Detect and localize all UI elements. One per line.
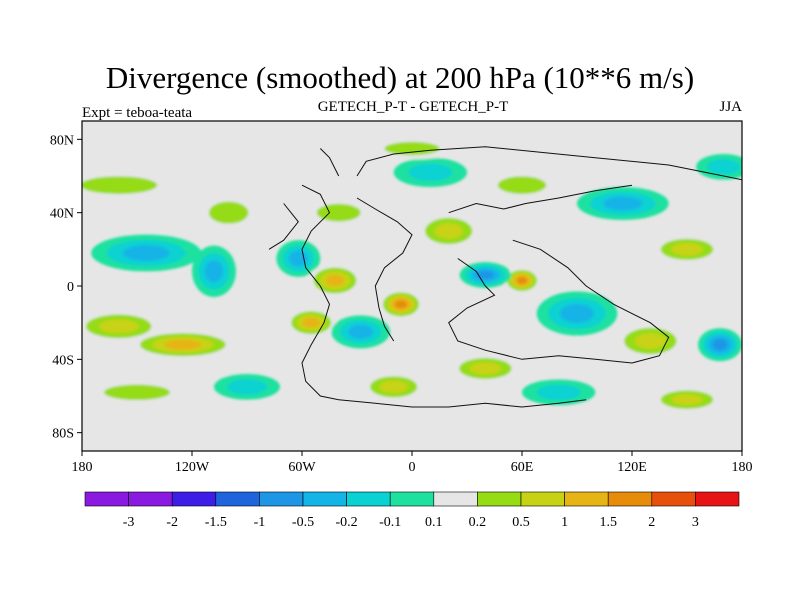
colorbar-swatch-7 xyxy=(389,491,435,507)
field-contour-1-2 xyxy=(122,245,170,261)
field-contour-15-3 xyxy=(476,270,494,280)
colorbar-swatch-9 xyxy=(477,491,522,507)
colorbar-label-13: 3 xyxy=(692,515,699,530)
colorbar-label-5: -0.2 xyxy=(336,515,358,530)
colorbar: -3 -2 -1.5 -1 -0.5 -0.2 -0.1 0.1 0.2 0.5 1 1.5 2 3 xyxy=(84,491,740,530)
colorbar-label-7: 0.1 xyxy=(425,515,443,530)
x-tick-label-5: 120E xyxy=(617,460,647,475)
y-tick-label-0: 80N xyxy=(50,133,74,148)
field-contour-3-3 xyxy=(164,339,202,350)
x-tick-label-2: 60W xyxy=(288,460,316,475)
field-contour-29-1 xyxy=(384,141,440,156)
divergence-field xyxy=(82,137,742,413)
colorbar-label-11: 1.5 xyxy=(599,515,617,530)
colorbar-label-2: -1.5 xyxy=(205,515,227,530)
field-contour-11-4 xyxy=(395,300,407,309)
colorbar-label-12: 2 xyxy=(648,515,655,530)
colorbar-label-1: -2 xyxy=(166,515,178,530)
y-tick-label-3: 40S xyxy=(52,353,74,368)
field-contour-21-1 xyxy=(408,163,453,182)
coastlines xyxy=(268,146,742,408)
field-contour-13-2 xyxy=(434,223,463,239)
colorbar-swatch-6 xyxy=(346,491,391,507)
field-contour-19-2 xyxy=(603,196,643,211)
field-contour-26-1 xyxy=(227,379,267,395)
coastline-6 xyxy=(448,184,633,214)
y-axis: 80N 40N 0 40S 80S xyxy=(50,133,82,442)
chart-title: Divergence (smoothed) at 200 hPa (10**6 … xyxy=(105,60,695,95)
field-contour-5-2 xyxy=(204,260,224,283)
colorbar-swatch-13 xyxy=(651,491,696,507)
season-label: JJA xyxy=(719,99,742,115)
colorbar-swatch-3 xyxy=(215,491,260,507)
y-tick-label-1: 40N xyxy=(50,207,74,222)
x-axis: 180 120W 60W 0 60E 120E 180 xyxy=(72,451,753,475)
field-contour-28-1 xyxy=(707,159,741,175)
field-contour-17-2 xyxy=(634,333,667,349)
colorbar-swatch-12 xyxy=(607,491,653,507)
experiment-label: Expt = teboa-teata xyxy=(82,105,193,121)
field-contour-24-1 xyxy=(536,384,581,401)
colorbar-label-6: -0.1 xyxy=(379,515,401,530)
field-contour-20-2 xyxy=(671,243,703,256)
colorbar-swatch-8 xyxy=(433,491,478,507)
x-tick-label-6: 180 xyxy=(732,460,753,475)
field-contour-14-4 xyxy=(517,277,527,284)
field-contour-16-2 xyxy=(559,304,595,323)
field-contour-2-2 xyxy=(99,319,139,334)
x-tick-label-0: 180 xyxy=(72,460,93,475)
colorbar-label-0: -3 xyxy=(123,515,135,530)
field-contour-25-2 xyxy=(671,394,703,406)
field-contour-23-2 xyxy=(469,362,502,375)
field-contour-8-3 xyxy=(325,275,345,286)
field-contour-0-1 xyxy=(82,176,158,194)
colorbar-label-10: 1 xyxy=(561,515,568,530)
coastline-2 xyxy=(356,197,413,342)
y-tick-label-2: 0 xyxy=(67,280,74,295)
colorbar-swatch-4 xyxy=(259,491,304,507)
coastline-5 xyxy=(268,203,299,250)
field-contour-10-2 xyxy=(348,324,374,339)
coastline-0 xyxy=(356,146,742,181)
x-tick-label-4: 60E xyxy=(511,460,534,475)
colorbar-swatch-5 xyxy=(302,491,347,507)
colorbar-label-3: -1 xyxy=(254,515,266,530)
field-contour-6-1 xyxy=(208,201,249,224)
colorbar-swatch-11 xyxy=(564,491,609,507)
colorbar-label-9: 0.5 xyxy=(512,515,530,530)
colorbar-label-8: 0.2 xyxy=(469,515,487,530)
model-label: GETECH_P-T - GETECH_P-T xyxy=(317,99,509,115)
colorbar-swatch-2 xyxy=(171,491,217,507)
colorbar-swatch-0 xyxy=(84,491,129,507)
coastline-7 xyxy=(319,148,340,177)
y-tick-label-4: 80S xyxy=(52,427,74,442)
field-contour-22-1 xyxy=(497,176,547,194)
colorbar-label-4: -0.5 xyxy=(292,515,314,530)
coastline-4 xyxy=(338,399,587,408)
coastline-3 xyxy=(448,239,670,364)
field-contour-27-2 xyxy=(379,380,408,394)
x-tick-label-3: 0 xyxy=(409,460,416,475)
colorbar-swatch-14 xyxy=(695,491,740,507)
x-tick-label-1: 120W xyxy=(175,460,210,475)
coastline-1 xyxy=(301,184,339,401)
field-contour-9-3 xyxy=(302,317,320,328)
field-contour-18-3 xyxy=(712,339,728,351)
field-contour-4-1 xyxy=(104,384,170,401)
colorbar-swatch-10 xyxy=(520,491,565,507)
colorbar-swatch-1 xyxy=(128,491,173,507)
